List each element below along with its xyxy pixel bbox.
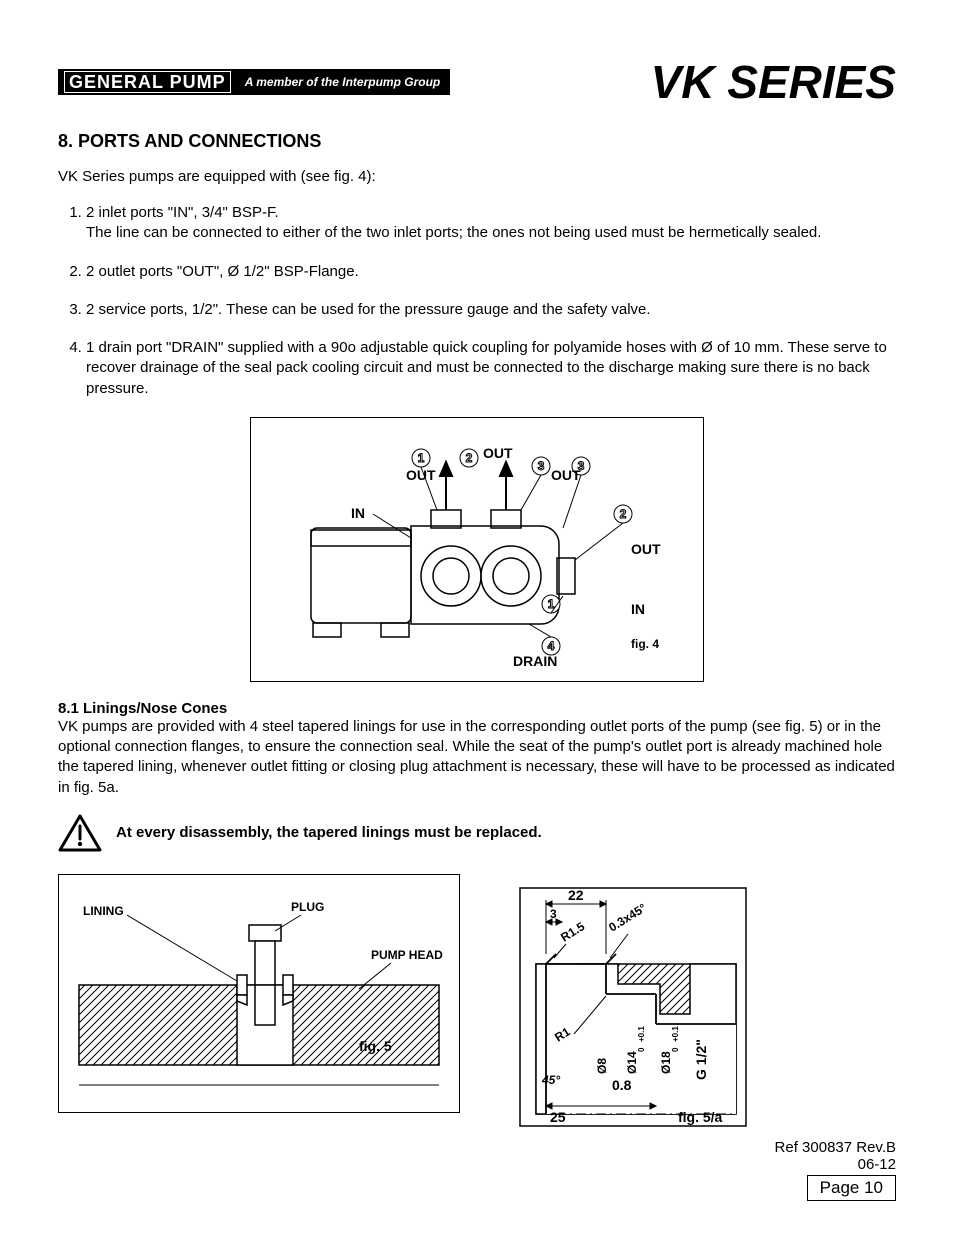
figure-4-box: 1 2 3 3 2 1 4 OUT OUT OUT IN OUT (250, 417, 704, 682)
fig4-callout-2: 2 (466, 451, 473, 465)
fig5a-r15: R1.5 (558, 919, 587, 944)
warning-icon (58, 814, 102, 852)
brand-tagline: A member of the Interpump Group (245, 75, 441, 89)
fig5a-d25: 25 (550, 1109, 566, 1125)
footer-ref: Ref 300837 Rev.B (775, 1139, 896, 1156)
figure-4: 1 2 3 3 2 1 4 OUT OUT OUT IN OUT (58, 417, 896, 682)
footer-page: Page 10 (807, 1175, 896, 1201)
fig5a-d18: Ø18 (659, 1051, 673, 1074)
figure-5a-svg: 22 3 R1.5 0.3x45° R1 45° 0.8 (510, 874, 758, 1138)
fig4-label-out3: OUT (551, 467, 581, 483)
fig4-label-out2: OUT (483, 445, 513, 461)
footer-date: 06-12 (775, 1156, 896, 1173)
fig5a-d08: 0.8 (612, 1077, 632, 1093)
fig5a-ch: 0.3x45° (606, 900, 649, 934)
list-item-lead: 2 inlet ports "IN", 3/4" BSP-F. (86, 204, 279, 221)
list-item-lead: 1 drain port "DRAIN" supplied with a 90o… (86, 339, 887, 397)
fig4-label-out4: OUT (631, 541, 661, 557)
list-item-rest: The line can be connected to either of t… (86, 224, 821, 241)
list-item: 2 outlet ports "OUT", Ø 1/2" BSP-Flange. (86, 262, 896, 282)
fig5a-tol14a: +0.1 (637, 1025, 646, 1041)
list-item-lead: 2 outlet ports "OUT", Ø 1/2" BSP-Flange. (86, 263, 359, 280)
fig4-callout-2r: 2 (620, 507, 627, 521)
fig4-label-out1: OUT (406, 467, 436, 483)
fig5a-a45: 45° (541, 1073, 560, 1087)
ports-list: 2 inlet ports "IN", 3/4" BSP-F. The line… (58, 203, 896, 399)
brand-bar: GENERAL PUMP A member of the Interpump G… (58, 69, 450, 95)
section-title: 8. PORTS AND CONNECTIONS (58, 131, 896, 152)
series-title: VK SERIES (651, 55, 896, 109)
fig5a-tol14b: 0 (637, 1047, 646, 1052)
figure-row: LINING PLUG PUMP HEAD fig. 5 (58, 874, 896, 1143)
list-item: 2 service ports, 1/2". These can be used… (86, 300, 896, 320)
fig5-label-lining: LINING (83, 904, 124, 918)
figure-5-box: LINING PLUG PUMP HEAD fig. 5 (58, 874, 460, 1113)
fig5a-d3: 3 (550, 907, 557, 921)
section-intro: VK Series pumps are equipped with (see f… (58, 168, 896, 185)
subsection-title: 8.1 Linings/Nose Cones (58, 700, 896, 717)
fig5a-tol18b: 0 (671, 1047, 680, 1052)
list-item-lead: 2 service ports, 1/2". These can be used… (86, 301, 651, 318)
fig4-callout-3: 3 (538, 459, 545, 473)
fig5-label-pumphead: PUMP HEAD (371, 948, 443, 962)
fig4-label-drain: DRAIN (513, 653, 557, 669)
warning-text: At every disassembly, the tapered lining… (116, 824, 542, 841)
page-header: GENERAL PUMP A member of the Interpump G… (58, 55, 896, 109)
fig5a-d14: Ø14 (625, 1051, 639, 1074)
fig5a-tol18a: +0.1 (671, 1025, 680, 1041)
subsection-8-1: 8.1 Linings/Nose Cones VK pumps are prov… (58, 700, 896, 798)
fig5a-caption: fig. 5/a (678, 1109, 723, 1125)
figure-5-svg: LINING PLUG PUMP HEAD fig. 5 (59, 875, 459, 1107)
brand-name: GENERAL PUMP (64, 71, 231, 93)
page-footer: Ref 300837 Rev.B 06-12 Page 10 (775, 1139, 896, 1201)
warning-row: At every disassembly, the tapered lining… (58, 814, 896, 852)
fig4-caption: fig. 4 (631, 637, 659, 651)
fig5a-d22: 22 (568, 887, 584, 903)
fig4-callout-1: 1 (418, 451, 425, 465)
fig4-label-in1: IN (351, 505, 365, 521)
fig5-caption: fig. 5 (359, 1038, 392, 1054)
subsection-body: VK pumps are provided with 4 steel taper… (58, 717, 896, 798)
list-item: 1 drain port "DRAIN" supplied with a 90o… (86, 338, 896, 399)
figure-4-svg: 1 2 3 3 2 1 4 OUT OUT OUT IN OUT (251, 418, 703, 676)
figure-5a-box: 22 3 R1.5 0.3x45° R1 45° 0.8 (510, 874, 758, 1143)
list-item: 2 inlet ports "IN", 3/4" BSP-F. The line… (86, 203, 896, 244)
fig4-callout-4: 4 (548, 639, 555, 653)
fig4-label-in2: IN (631, 601, 645, 617)
fig5-label-plug: PLUG (291, 900, 324, 914)
fig5a-g12: G 1/2" (693, 1039, 709, 1080)
fig5a-d8: Ø8 (595, 1057, 609, 1073)
